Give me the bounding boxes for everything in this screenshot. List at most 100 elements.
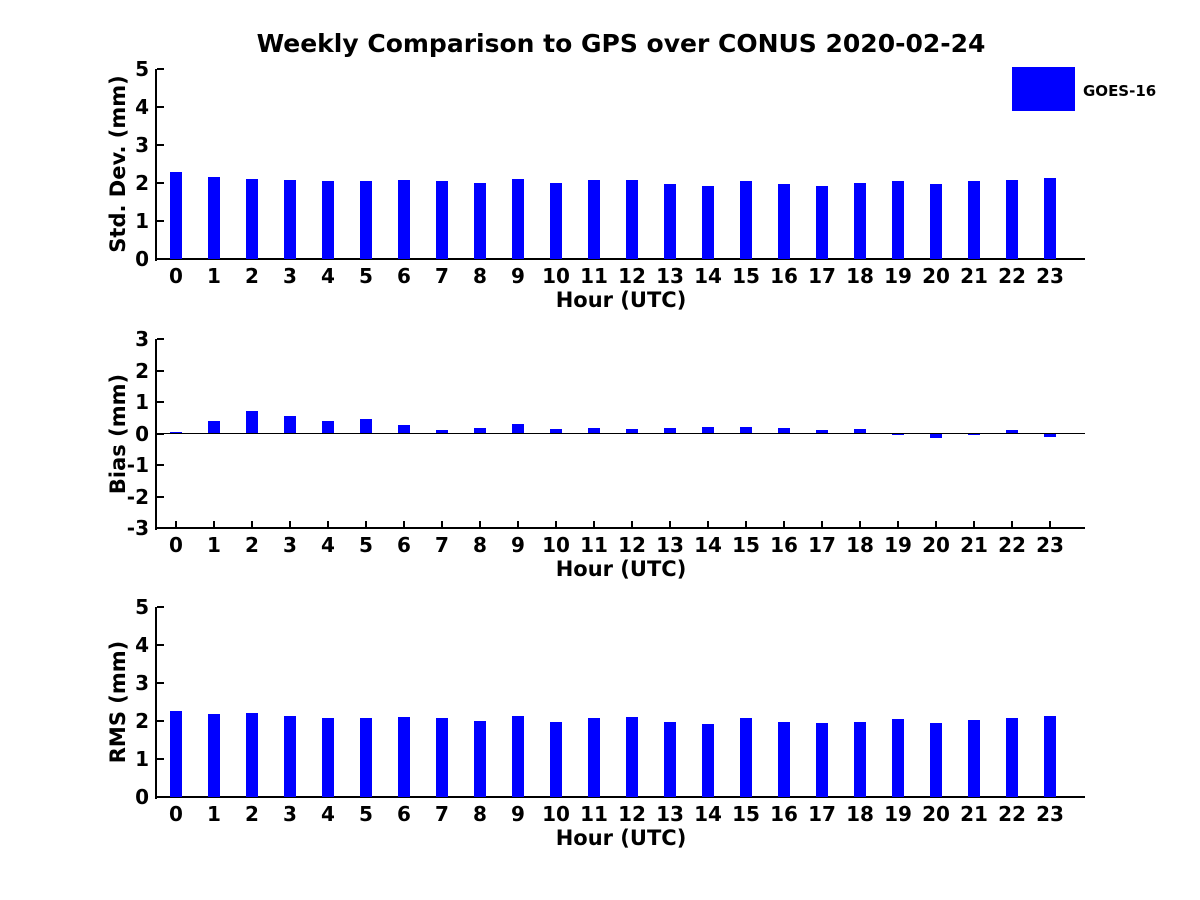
- rms-y-tick: [157, 720, 164, 722]
- std-dev-y-axis-spine: [155, 69, 157, 261]
- bias-bar-hour-13: [664, 428, 676, 434]
- bias-x-tick: [859, 521, 861, 528]
- bias-x-tick: [251, 521, 253, 528]
- std-dev-bar-hour-21: [968, 181, 980, 259]
- bias-bar-hour-21: [968, 433, 980, 435]
- rms-bar-hour-9: [512, 716, 524, 797]
- rms-bar-hour-5: [360, 717, 372, 797]
- bias-bar-hour-16: [778, 428, 790, 434]
- std-dev-bar-hour-4: [322, 180, 334, 259]
- bias-bar-hour-10: [550, 428, 562, 434]
- bias-y-tick-label: -1: [126, 453, 149, 477]
- bias-x-tick: [555, 521, 557, 528]
- std-dev-y-tick-label: 2: [135, 171, 149, 195]
- rms-x-tick-label: 19: [884, 802, 912, 826]
- bias-x-tick-label: 23: [1036, 533, 1064, 557]
- std-dev-bar-hour-0: [170, 172, 182, 259]
- bias-y-tick-label: 3: [135, 327, 149, 351]
- rms-y-tick-label: 2: [135, 709, 149, 733]
- rms-y-tick-label: 1: [135, 747, 149, 771]
- rms-bar-hour-7: [436, 717, 448, 797]
- std-dev-y-tick-label: 0: [135, 247, 149, 271]
- std-dev-bar-hour-16: [778, 184, 790, 259]
- bias-x-tick-label: 6: [397, 533, 411, 557]
- rms-y-tick-label: 3: [135, 671, 149, 695]
- bias-y-tick-label: -3: [126, 516, 149, 540]
- bias-x-tick-label: 9: [511, 533, 525, 557]
- rms-x-tick-label: 15: [732, 802, 760, 826]
- rms-bar-hour-0: [170, 710, 182, 797]
- std-dev-y-tick: [157, 106, 164, 108]
- bias-x-tick-label: 21: [960, 533, 988, 557]
- bias-x-tick-label: 1: [207, 533, 221, 557]
- bias-x-tick: [175, 521, 177, 528]
- rms-bar-hour-21: [968, 720, 980, 797]
- bias-x-tick: [973, 521, 975, 528]
- std-dev-y-tick: [157, 68, 164, 70]
- bias-bar-hour-4: [322, 420, 334, 434]
- bias-y-tick-label: 1: [135, 390, 149, 414]
- rms-bar-hour-15: [740, 718, 752, 797]
- bias-x-tick: [403, 521, 405, 528]
- bias-y-tick: [157, 401, 164, 403]
- bias-x-tick-label: 7: [435, 533, 449, 557]
- bias-y-tick: [157, 527, 164, 529]
- bias-x-tick: [935, 521, 937, 528]
- bias-bar-hour-2: [246, 411, 258, 434]
- std-dev-x-tick-label: 13: [656, 264, 684, 288]
- bias-y-tick: [157, 495, 164, 498]
- legend-swatch-goes16: [1012, 67, 1075, 111]
- bias-x-tick-label: 16: [770, 533, 798, 557]
- std-dev-x-axis-label: Hour (UTC): [555, 288, 687, 312]
- bias-bar-hour-22: [1006, 430, 1018, 434]
- std-dev-bar-hour-14: [702, 185, 714, 259]
- std-dev-x-tick-label: 12: [618, 264, 646, 288]
- std-dev-bar-hour-5: [360, 181, 372, 259]
- bias-x-tick: [707, 521, 709, 528]
- rms-x-tick-label: 12: [618, 802, 646, 826]
- rms-x-tick-label: 11: [580, 802, 608, 826]
- rms-x-tick-label: 3: [283, 802, 297, 826]
- std-dev-bar-hour-18: [854, 183, 866, 259]
- rms-y-tick: [157, 758, 164, 760]
- rms-x-axis-label: Hour (UTC): [555, 826, 687, 850]
- bias-y-tick: [157, 369, 164, 372]
- rms-bar-hour-14: [702, 723, 714, 797]
- rms-x-tick-label: 4: [321, 802, 335, 826]
- rms-bar-hour-18: [854, 721, 866, 797]
- bias-bar-hour-20: [930, 433, 942, 439]
- std-dev-bar-hour-6: [398, 179, 410, 259]
- bias-bar-hour-5: [360, 419, 372, 434]
- rms-x-tick-label: 18: [846, 802, 874, 826]
- bias-x-tick-label: 20: [922, 533, 950, 557]
- bias-x-tick-label: 4: [321, 533, 335, 557]
- std-dev-y-tick: [157, 144, 164, 146]
- rms-x-tick-label: 0: [169, 802, 183, 826]
- bias-x-tick-label: 8: [473, 533, 487, 557]
- bias-zero-line: [157, 432, 1085, 435]
- std-dev-bar-hour-7: [436, 180, 448, 259]
- rms-x-tick-label: 23: [1036, 802, 1064, 826]
- std-dev-x-tick-label: 7: [435, 264, 449, 288]
- std-dev-x-tick-label: 8: [473, 264, 487, 288]
- bias-x-tick: [783, 521, 785, 528]
- bias-y-tick: [157, 464, 164, 466]
- std-dev-x-tick-label: 16: [770, 264, 798, 288]
- std-dev-x-tick-label: 22: [998, 264, 1026, 288]
- bias-x-tick: [289, 521, 291, 528]
- std-dev-bar-hour-17: [816, 185, 828, 259]
- rms-x-tick-label: 7: [435, 802, 449, 826]
- std-dev-bar-hour-8: [474, 182, 486, 259]
- std-dev-x-tick-label: 2: [245, 264, 259, 288]
- rms-x-tick-label: 6: [397, 802, 411, 826]
- std-dev-bar-hour-10: [550, 183, 562, 259]
- rms-x-tick-label: 2: [245, 802, 259, 826]
- bias-x-tick: [897, 521, 899, 528]
- std-dev-x-tick-label: 20: [922, 264, 950, 288]
- std-dev-x-tick-label: 15: [732, 264, 760, 288]
- rms-y-tick: [157, 796, 164, 798]
- bias-x-tick: [327, 521, 329, 528]
- std-dev-y-tick: [157, 258, 164, 260]
- std-dev-bar-hour-9: [512, 179, 524, 259]
